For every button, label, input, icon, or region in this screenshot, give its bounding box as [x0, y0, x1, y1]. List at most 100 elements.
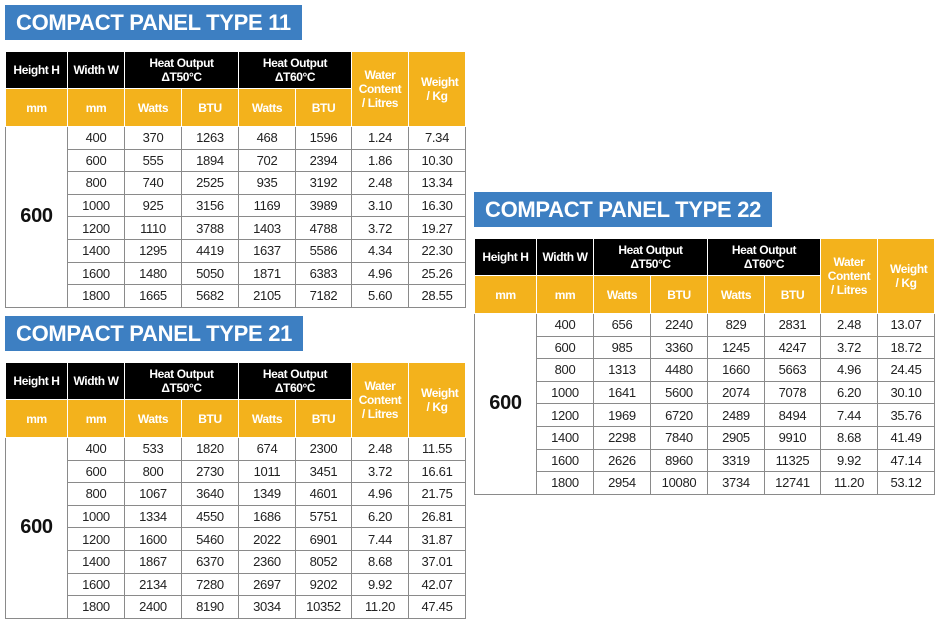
cell-watts-60: 702	[238, 148, 296, 173]
header-width: Width W	[67, 362, 125, 400]
cell-watts-60: 1686	[238, 504, 296, 529]
unit-btu-50: BTU	[650, 275, 708, 314]
cell-btu-60: 5586	[295, 238, 352, 263]
cell-btu-50: 2240	[650, 313, 708, 337]
unit-watts-60: Watts	[238, 88, 296, 127]
cell-watts-50: 2626	[593, 448, 651, 473]
cell-weight: 37.01	[408, 549, 466, 574]
header-row: Height H Width W Heat Output ΔT50°C Heat…	[474, 238, 935, 314]
cell-btu-60: 9202	[295, 572, 352, 597]
table-row: 1400 2298 7840 2905 9910 8.68 41.49	[475, 425, 935, 450]
header-width: Width W	[536, 238, 594, 276]
cell-weight: 41.49	[877, 425, 935, 450]
table-row: 1200 1600 5460 2022 6901 7.44 31.87	[6, 527, 466, 551]
cell-btu-50: 8960	[650, 448, 708, 473]
header-height: Height H	[5, 362, 68, 400]
table-row: 1000 1641 5600 2074 7078 6.20 30.10	[475, 380, 935, 405]
cell-water-content: 3.72	[351, 459, 409, 484]
cell-watts-50: 1334	[124, 504, 182, 529]
cell-water-content: 3.10	[351, 193, 409, 218]
height-value: 600	[5, 126, 68, 308]
cell-watts-60: 1169	[238, 193, 296, 218]
cell-btu-60: 2394	[295, 148, 352, 173]
cell-watts-50: 1867	[124, 549, 182, 574]
cell-water-content: 8.68	[351, 549, 409, 574]
cell-watts-60: 2360	[238, 549, 296, 574]
header-height: Height H	[5, 51, 68, 89]
cell-watts-50: 2298	[593, 425, 651, 450]
cell-weight: 31.87	[408, 527, 466, 551]
cell-weight: 13.07	[877, 313, 935, 337]
cell-btu-50: 6370	[181, 549, 239, 574]
cell-btu-50: 8190	[181, 595, 239, 619]
cell-btu-60: 4788	[295, 216, 352, 240]
panel-title: COMPACT PANEL TYPE 21	[5, 316, 304, 351]
cell-water-content: 2.48	[351, 437, 409, 461]
cell-watts-60: 1349	[238, 482, 296, 506]
unit-height: mm	[5, 399, 68, 438]
header-heat-output-50: Heat Output ΔT50°C	[124, 362, 239, 400]
cell-btu-50: 2730	[181, 459, 239, 484]
unit-btu-60: BTU	[295, 399, 352, 438]
cell-water-content: 4.96	[351, 482, 409, 506]
cell-watts-60: 1637	[238, 238, 296, 263]
unit-height: mm	[474, 275, 537, 314]
header-water-content: Water Content / Litres	[351, 51, 409, 127]
cell-weight: 42.07	[408, 572, 466, 597]
table-row: 1000 925 3156 1169 3989 3.10 16.30	[6, 193, 466, 218]
cell-width: 1400	[67, 238, 125, 263]
table-row: 600 985 3360 1245 4247 3.72 18.72	[475, 335, 935, 360]
unit-height: mm	[5, 88, 68, 127]
table-row: 1400 1867 6370 2360 8052 8.68 37.01	[6, 549, 466, 574]
cell-weight: 30.10	[877, 380, 935, 405]
header-height: Height H	[474, 238, 537, 276]
cell-watts-60: 3734	[707, 471, 765, 495]
cell-water-content: 11.20	[351, 595, 409, 619]
cell-width: 1800	[67, 595, 125, 619]
cell-btu-60: 6901	[295, 527, 352, 551]
cell-weight: 16.30	[408, 193, 466, 218]
cell-width: 400	[67, 126, 125, 150]
cell-width: 600	[67, 459, 125, 484]
table-row: 600 555 1894 702 2394 1.86 10.30	[6, 148, 466, 173]
table-row: 1400 1295 4419 1637 5586 4.34 22.30	[6, 238, 466, 263]
cell-watts-50: 1295	[124, 238, 182, 263]
table-row: 800 1313 4480 1660 5663 4.96 24.45	[475, 358, 935, 382]
cell-weight: 53.12	[877, 471, 935, 495]
cell-btu-50: 5682	[181, 284, 239, 308]
cell-width: 800	[67, 171, 125, 195]
cell-btu-60: 8052	[295, 549, 352, 574]
table-row: 600 400 533 1820 674 2300 2.48 11.55	[5, 437, 466, 619]
cell-width: 400	[67, 437, 125, 461]
cell-width: 400	[536, 313, 594, 337]
cell-watts-60: 2489	[707, 403, 765, 427]
unit-width: mm	[67, 399, 125, 438]
cell-watts-60: 2105	[238, 284, 296, 308]
table-row: 1800 1665 5682 2105 7182 5.60 28.55	[6, 284, 466, 308]
cell-width: 1000	[67, 504, 125, 529]
unit-width: mm	[536, 275, 594, 314]
cell-watts-60: 2905	[707, 425, 765, 450]
cell-watts-50: 1313	[593, 358, 651, 382]
cell-width: 600	[67, 148, 125, 173]
cell-btu-50: 3156	[181, 193, 239, 218]
cell-width: 800	[67, 482, 125, 506]
header-heat-output-50: Heat Output ΔT50°C	[593, 238, 708, 276]
cell-weight: 26.81	[408, 504, 466, 529]
cell-btu-50: 3640	[181, 482, 239, 506]
panel-title: COMPACT PANEL TYPE 11	[5, 5, 302, 40]
cell-watts-50: 656	[593, 313, 651, 337]
cell-water-content: 7.44	[351, 527, 409, 551]
cell-width: 1600	[536, 448, 594, 473]
cell-btu-60: 7078	[764, 380, 821, 405]
cell-btu-60: 7182	[295, 284, 352, 308]
cell-width: 1200	[67, 216, 125, 240]
cell-btu-50: 3788	[181, 216, 239, 240]
unit-watts-60: Watts	[707, 275, 765, 314]
cell-weight: 47.14	[877, 448, 935, 473]
unit-btu-50: BTU	[181, 399, 239, 438]
cell-weight: 16.61	[408, 459, 466, 484]
cell-watts-50: 925	[124, 193, 182, 218]
header-weight: Weight / Kg	[877, 238, 935, 314]
cell-btu-50: 4550	[181, 504, 239, 529]
